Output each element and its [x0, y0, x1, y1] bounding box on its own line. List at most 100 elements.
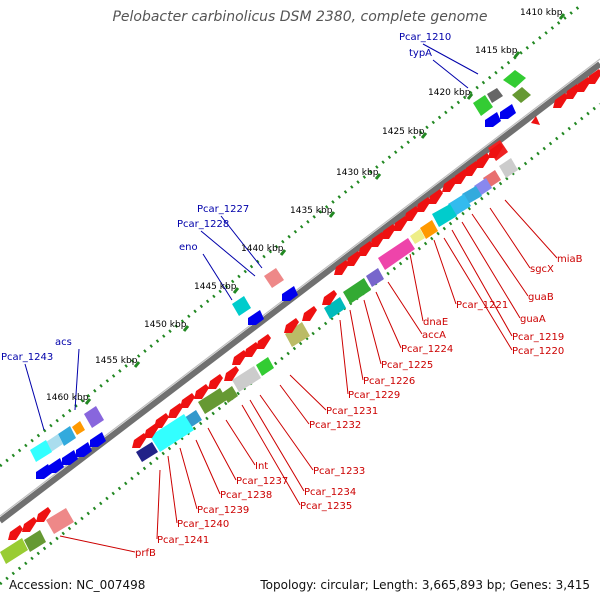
reverse-gene-label: sgcX [530, 264, 554, 275]
reverse-gene-arrow [180, 393, 195, 408]
reverse-gene-arrow [224, 366, 239, 381]
reverse-label-leader [375, 291, 402, 349]
cog-block [366, 268, 384, 287]
map-title: Pelobacter carbinolicus DSM 2380, comple… [112, 9, 488, 25]
forward-gene-arrow [500, 104, 516, 119]
reverse-label-leader [179, 447, 198, 510]
reverse-gene-arrow [144, 423, 159, 438]
reverse-label-leader [207, 427, 237, 481]
forward-gene-arrow [48, 458, 64, 473]
scale-label: 1415 kbp [475, 46, 518, 56]
forward-gene-arrow [36, 464, 52, 479]
reverse-gene-arrow [404, 206, 419, 221]
reverse-gene-arrow [453, 169, 468, 184]
cog-block [503, 70, 526, 88]
scale-major-tick [466, 93, 474, 100]
reverse-gene-label: Pcar_1229 [348, 390, 400, 401]
reverse-gene-arrow [284, 318, 299, 333]
reverse-gene-label: Pcar_1241 [157, 535, 209, 546]
reverse-gene-arrow [428, 189, 443, 204]
reverse-gene-arrow [358, 241, 373, 256]
cog-block [84, 406, 104, 428]
reverse-gene-arrow [302, 306, 317, 321]
scale-major-tick [232, 287, 240, 294]
cog-block [150, 414, 194, 452]
reverse-gene-label: Pcar_1234 [304, 487, 356, 498]
forward-gene-arrow [248, 310, 264, 325]
cog-block [46, 434, 63, 452]
reverse-tick-ring [0, 102, 600, 586]
cog-block [512, 87, 531, 103]
reverse-gene-label: Pcar_1232 [309, 420, 361, 431]
forward-gene-label: Pcar_1227 [197, 204, 249, 215]
reverse-gene-arrow [416, 197, 431, 212]
reverse-gene-label: Pcar_1221 [456, 300, 508, 311]
cog-block [0, 538, 28, 564]
scale-major-tick [84, 398, 92, 405]
reverse-gene-label: Pcar_1237 [236, 476, 288, 487]
reverse-gene-arrow [154, 413, 169, 428]
reverse-label-leader [461, 221, 521, 319]
backbone-layer [0, 4, 600, 586]
reverse-gene-arrow [208, 374, 223, 389]
cog-block [343, 278, 371, 304]
reverse-label-leader [279, 384, 310, 425]
reverse-gene-arrow [244, 342, 259, 357]
forward-label-leader [202, 253, 233, 301]
reverse-label-leader [451, 229, 513, 337]
reverse-gene-label: Pcar_1219 [512, 332, 564, 343]
reverse-label-leader [443, 237, 513, 351]
reverse-label-leader [409, 253, 424, 322]
reverse-gene-label: prfB [135, 548, 156, 559]
reverse-label-leader [249, 399, 305, 492]
cog-block [232, 296, 251, 316]
cog-block [232, 366, 261, 392]
scale-major-tick [558, 13, 566, 20]
reverse-gene-label: Pcar_1238 [220, 490, 272, 501]
reverse-gene-arrow [553, 93, 568, 108]
reverse-gene-arrow [194, 384, 209, 399]
reverse-gene-arrow [322, 290, 337, 305]
reverse-label-leader [504, 199, 558, 259]
reverse-gene-label: guaA [520, 314, 546, 325]
cog-block [473, 95, 493, 116]
scale-label: 1455 kbp [95, 356, 138, 366]
cog-block [378, 238, 415, 270]
reverse-gene-label: Int [255, 461, 268, 472]
forward-gene-arrow [90, 432, 106, 447]
forward-gene-arrow [76, 442, 92, 457]
forward-gene-arrow [282, 286, 298, 301]
forward-label-leader [432, 59, 469, 89]
cog-block [46, 508, 74, 534]
reverse-gene-label: Pcar_1226 [363, 376, 415, 387]
reverse-gene-label: accA [422, 330, 446, 341]
reverse-gene-label: dnaE [423, 317, 448, 328]
scale-major-tick [374, 173, 382, 180]
reverse-label-leader [471, 213, 529, 297]
scale-tick-ring [0, 4, 581, 468]
cog-block [487, 88, 503, 103]
forward-label-leader [74, 348, 80, 411]
scale-label: 1460 kbp [46, 393, 89, 403]
topology-label: Topology: circular; Length: 3,665,893 bp… [260, 578, 590, 592]
reverse-gene-label: miaB [557, 254, 583, 265]
reverse-gene-arrow [334, 260, 349, 275]
reverse-gene-arrow [531, 116, 540, 125]
reverse-gene-arrow [232, 350, 247, 365]
forward-label-leader [24, 363, 45, 431]
reverse-gene-label: Pcar_1239 [197, 505, 249, 516]
scale-label: 1420 kbp [428, 88, 471, 98]
reverse-gene-arrow [488, 143, 503, 158]
cog-block [432, 204, 457, 227]
forward-label-leader [220, 215, 263, 269]
reverse-gene-arrow [36, 507, 51, 522]
scale-label: 1425 kbp [382, 127, 425, 137]
reverse-label-leader [156, 469, 161, 540]
cog-block [198, 388, 227, 414]
reverse-label-leader [259, 394, 314, 471]
scale-label: 1410 kbp [520, 8, 563, 18]
reverse-gene-arrow [22, 517, 37, 532]
forward-gene-label: eno [179, 242, 198, 253]
scale-major-tick [182, 325, 190, 332]
